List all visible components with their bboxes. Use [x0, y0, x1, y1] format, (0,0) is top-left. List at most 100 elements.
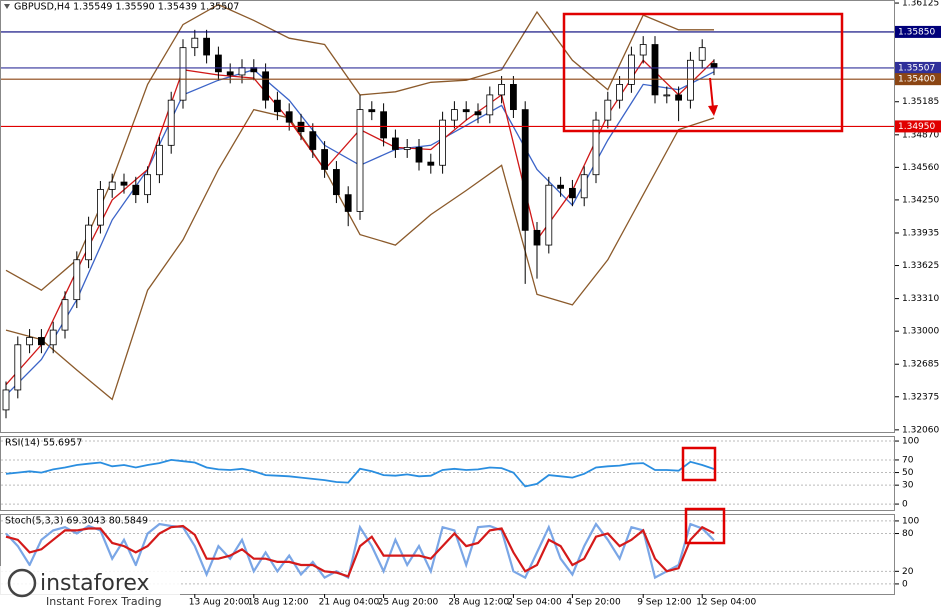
highlight-box: [562, 12, 844, 133]
indicator-line: [5, 524, 715, 578]
chart-title: GBPUSD,H4 1.35549 1.35590 1.35439 1.3550…: [14, 2, 239, 13]
y-tick-label: 1.33625: [902, 261, 939, 271]
candle-body: [238, 67, 246, 76]
y-tick-label: 1.32375: [902, 392, 939, 402]
candle-body: [356, 109, 364, 212]
candle-body: [628, 54, 635, 85]
logo-name: instaforex: [40, 571, 150, 596]
candle-body: [698, 47, 706, 61]
candle-body: [38, 337, 45, 346]
x-tick-label: 13 Aug 20:00: [189, 598, 250, 608]
candle-body: [179, 47, 187, 101]
level-label: 1.35400: [898, 75, 935, 85]
main-pane: [0, 0, 895, 433]
indicator-line: [5, 522, 715, 580]
y-tick-label: 0: [902, 500, 908, 510]
stoch-pane: [0, 514, 895, 595]
overlay-line: [5, 3, 714, 291]
logo-icon: [7, 568, 37, 598]
candle-body: [651, 44, 659, 96]
y-tick-label: 100: [902, 437, 919, 447]
candle-body: [26, 337, 34, 346]
y-tick-label: 20: [902, 567, 914, 577]
x-tick-label: 25 Aug 20:00: [378, 598, 439, 608]
candle-body: [61, 299, 69, 331]
candle-body: [262, 71, 270, 101]
candle-body: [309, 131, 317, 150]
y-tick-label: 1.35185: [902, 97, 939, 107]
stoch-title: Stoch(5,3,3) 69.3043 80.5849: [5, 516, 148, 527]
candle-body: [108, 181, 116, 190]
candle-body: [144, 174, 152, 196]
candle-body: [273, 99, 281, 113]
x-tick-label: 18 Aug 12:00: [248, 598, 309, 608]
candle-body: [321, 149, 329, 170]
candle-body: [332, 169, 340, 196]
candle-body: [285, 111, 293, 123]
y-tick-label: 1.32685: [902, 360, 939, 370]
candle-body: [415, 147, 423, 163]
y-tick-label: 50: [902, 468, 914, 478]
symbol-icon: [4, 4, 10, 9]
level-label-bg: [895, 120, 941, 133]
candle-body: [380, 111, 388, 139]
y-tick-label: 0: [902, 579, 908, 589]
candle-body: [675, 94, 682, 101]
indicator-line: [5, 458, 715, 488]
candle-body: [521, 109, 529, 231]
candle-body: [49, 329, 57, 346]
candle-body: [509, 84, 517, 111]
level-label: 1.35507: [898, 63, 935, 73]
candle-body: [97, 189, 104, 226]
candle-body: [663, 94, 671, 97]
candle-body: [498, 84, 506, 96]
candle-body: [545, 184, 553, 246]
y-tick-label: 1.33935: [902, 228, 939, 238]
candle-body: [569, 187, 576, 199]
candle-body: [368, 109, 376, 113]
y-tick-label: 80: [902, 529, 914, 539]
candle-body: [557, 184, 564, 189]
candle-body: [403, 147, 411, 150]
candle-body: [120, 181, 128, 186]
candle-body: [191, 37, 199, 49]
x-tick-label: 4 Sep 20:00: [566, 598, 621, 608]
y-tick-label: 1.36125: [902, 0, 939, 9]
y-tick-label: 1.34870: [902, 130, 939, 140]
arrow-head: [708, 105, 718, 116]
candle-body: [687, 59, 694, 101]
candle-body: [2, 389, 10, 411]
x-tick-label: 28 Aug 12:00: [448, 598, 509, 608]
candle-body: [710, 63, 718, 69]
candle-body: [474, 111, 482, 116]
y-tick-label: 1.33310: [902, 294, 939, 304]
candle-body: [639, 44, 647, 56]
candle-body: [85, 224, 92, 261]
y-tick-label: 1.34250: [902, 195, 939, 205]
y-tick-label: 70: [902, 455, 914, 465]
candle-body: [132, 184, 140, 196]
logo-tagline: Instant Forex Trading: [46, 595, 162, 608]
candle-body: [450, 109, 458, 121]
candle-body: [226, 71, 234, 76]
watermark: instaforex Instant Forex Trading: [0, 566, 180, 611]
candle-body: [214, 54, 222, 73]
candle-body: [486, 94, 494, 116]
candle-body: [604, 99, 612, 121]
candle-body: [439, 119, 447, 166]
x-tick-label: 21 Aug 04:00: [319, 598, 380, 608]
candle-body: [344, 194, 352, 212]
candle-body: [391, 137, 399, 150]
rsi-pane: [0, 436, 895, 511]
candle-body: [580, 174, 588, 199]
candle-body: [616, 84, 623, 101]
y-tick-label: 1.33000: [902, 327, 939, 337]
rsi-title: RSI(14) 55.6957: [5, 438, 82, 449]
x-tick-label: 9 Sep 12:00: [637, 598, 692, 608]
y-tick-label: 1.32060: [902, 425, 939, 435]
candle-body: [203, 37, 211, 56]
overlay-line: [5, 108, 715, 401]
